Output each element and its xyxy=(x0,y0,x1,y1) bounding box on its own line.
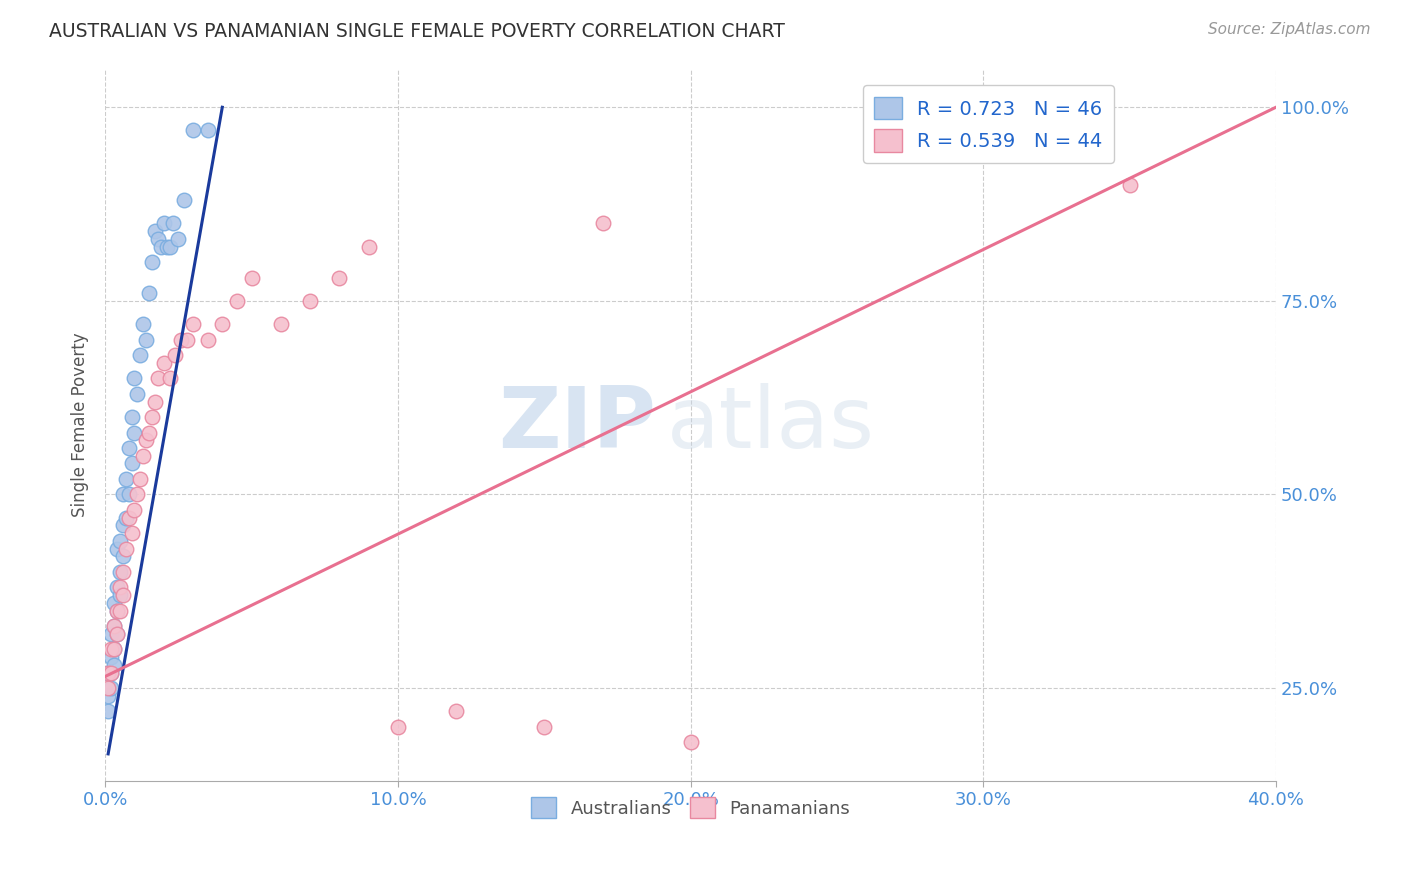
Text: Source: ZipAtlas.com: Source: ZipAtlas.com xyxy=(1208,22,1371,37)
Point xyxy=(105,604,128,618)
Point xyxy=(105,627,128,641)
Point xyxy=(135,333,157,347)
Point xyxy=(124,503,146,517)
Point xyxy=(127,487,149,501)
Point xyxy=(97,689,120,703)
Point xyxy=(97,681,120,695)
Point xyxy=(138,286,160,301)
Point xyxy=(124,371,146,385)
Point xyxy=(162,216,184,230)
Point xyxy=(103,619,125,633)
Point xyxy=(100,681,122,695)
Point xyxy=(127,386,149,401)
Point xyxy=(103,642,125,657)
Point xyxy=(270,317,292,331)
Point xyxy=(679,735,702,749)
Point xyxy=(132,449,155,463)
Point xyxy=(97,704,120,718)
Point xyxy=(97,665,120,680)
Point xyxy=(197,123,219,137)
Point xyxy=(100,665,122,680)
Point xyxy=(143,224,166,238)
Point xyxy=(105,604,128,618)
Point xyxy=(117,487,139,501)
Point xyxy=(111,588,134,602)
Point xyxy=(328,270,350,285)
Point xyxy=(159,240,181,254)
Point xyxy=(121,526,143,541)
Point xyxy=(1118,178,1140,192)
Point xyxy=(117,441,139,455)
Point xyxy=(108,604,131,618)
Point xyxy=(141,410,163,425)
Point xyxy=(152,216,174,230)
Point xyxy=(108,565,131,579)
Point xyxy=(446,704,468,718)
Point xyxy=(108,581,131,595)
Point xyxy=(387,720,409,734)
Point xyxy=(111,518,134,533)
Point xyxy=(299,293,322,308)
Text: AUSTRALIAN VS PANAMANIAN SINGLE FEMALE POVERTY CORRELATION CHART: AUSTRALIAN VS PANAMANIAN SINGLE FEMALE P… xyxy=(49,22,785,41)
Point xyxy=(181,123,204,137)
Point xyxy=(114,510,136,524)
Point xyxy=(108,533,131,548)
Point xyxy=(114,541,136,556)
Point xyxy=(211,317,233,331)
Point xyxy=(156,240,179,254)
Text: ZIP: ZIP xyxy=(498,384,655,467)
Point xyxy=(117,510,139,524)
Point xyxy=(100,665,122,680)
Point xyxy=(111,487,134,501)
Point xyxy=(173,193,195,207)
Point xyxy=(105,627,128,641)
Point xyxy=(103,657,125,672)
Point xyxy=(103,596,125,610)
Point xyxy=(167,232,190,246)
Point xyxy=(146,232,169,246)
Text: atlas: atlas xyxy=(668,384,875,467)
Point xyxy=(165,348,187,362)
Point xyxy=(103,642,125,657)
Point xyxy=(135,434,157,448)
Point xyxy=(176,333,198,347)
Point xyxy=(105,541,128,556)
Point xyxy=(170,333,193,347)
Point xyxy=(226,293,249,308)
Point xyxy=(100,627,122,641)
Point xyxy=(97,665,120,680)
Y-axis label: Single Female Poverty: Single Female Poverty xyxy=(72,333,89,517)
Point xyxy=(146,371,169,385)
Point xyxy=(141,255,163,269)
Point xyxy=(240,270,263,285)
Point xyxy=(114,472,136,486)
Point xyxy=(108,588,131,602)
Point xyxy=(533,720,555,734)
Point xyxy=(103,619,125,633)
Point xyxy=(197,333,219,347)
Point xyxy=(357,240,380,254)
Point xyxy=(149,240,172,254)
Point xyxy=(132,317,155,331)
Point xyxy=(100,642,122,657)
Point xyxy=(121,410,143,425)
Point xyxy=(152,356,174,370)
Point xyxy=(124,425,146,440)
Legend: Australians, Panamanians: Australians, Panamanians xyxy=(524,790,858,825)
Point xyxy=(111,565,134,579)
Point xyxy=(121,457,143,471)
Point xyxy=(129,348,152,362)
Point xyxy=(129,472,152,486)
Point xyxy=(105,581,128,595)
Point xyxy=(111,549,134,564)
Point xyxy=(138,425,160,440)
Point xyxy=(592,216,614,230)
Point xyxy=(181,317,204,331)
Point xyxy=(100,650,122,665)
Point xyxy=(159,371,181,385)
Point xyxy=(143,394,166,409)
